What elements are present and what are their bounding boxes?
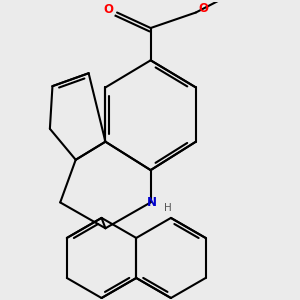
Text: O: O xyxy=(198,2,208,15)
Text: N: N xyxy=(147,196,157,209)
Text: H: H xyxy=(164,202,172,213)
Text: O: O xyxy=(103,3,113,16)
